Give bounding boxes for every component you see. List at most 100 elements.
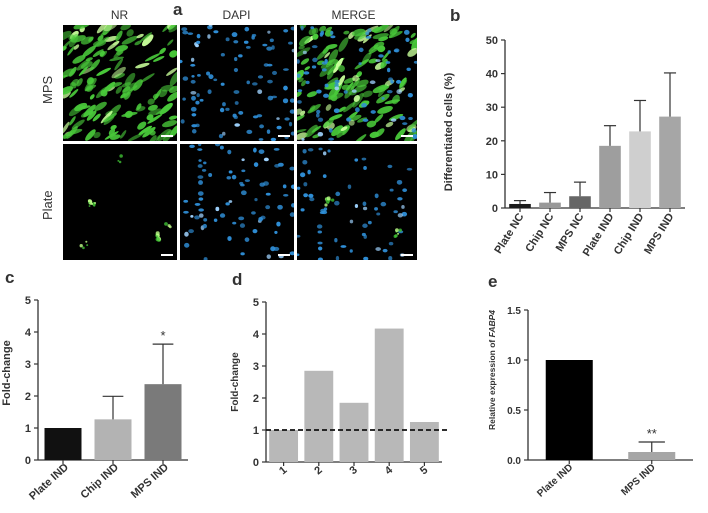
lipid-stain	[92, 204, 96, 207]
chart-e-ylabel-gene: FABP4	[487, 310, 497, 338]
nucleus-dot	[406, 67, 411, 72]
nucleus-dot	[319, 32, 323, 37]
lipid-stain	[63, 74, 68, 80]
lipid-stain	[63, 133, 69, 139]
lipid-stain	[135, 62, 150, 69]
chart-e-ylabel: Relative expression of FABP4	[487, 310, 497, 430]
nucleus-dot	[241, 158, 245, 162]
lipid-stain	[409, 39, 417, 45]
nucleus-dot	[362, 118, 369, 122]
nucleus-dot	[196, 93, 200, 98]
nucleus-dot	[208, 74, 214, 80]
panel-d-letter: d	[232, 270, 243, 289]
lipid-stain	[322, 118, 334, 128]
nucleus-dot	[401, 205, 405, 209]
nucleus-dot	[203, 161, 207, 165]
nucleus-dot	[397, 197, 403, 201]
chart-b-bar	[569, 196, 591, 208]
lipid-stain	[96, 25, 109, 34]
chart-e: Relative expression of FABP4 0.0 0.5 1.0 1.…	[487, 306, 693, 500]
nucleus-dot	[354, 158, 359, 162]
lipid-stain	[112, 40, 120, 46]
chart-d-x-tick-label: 3	[348, 464, 360, 477]
nucleus-dot	[198, 159, 202, 162]
lipid-stain	[311, 125, 322, 133]
nucleus-dot	[321, 68, 327, 72]
nucleus-dot	[316, 109, 321, 114]
nucleus-dot	[184, 231, 189, 237]
nucleus-dot	[198, 213, 204, 218]
nucleus-dot	[291, 48, 294, 53]
nucleus-dot	[361, 157, 367, 161]
nucleus-dot	[317, 131, 324, 137]
lipid-stain	[94, 201, 97, 205]
chart-b-x-tick-label: MPS IND	[642, 211, 676, 256]
lipid-stain	[110, 125, 117, 130]
nucleus-dot	[316, 224, 323, 229]
nucleus-dot	[225, 202, 230, 206]
lipid-stain	[70, 35, 86, 43]
nucleus-dot	[274, 164, 280, 168]
nucleus-dot	[289, 166, 294, 171]
nucleus-dot	[257, 75, 264, 79]
chart-d-y-tick-label: 4	[253, 329, 260, 341]
nucleus-dot	[358, 62, 362, 66]
lipid-stain	[397, 232, 400, 235]
nucleus-dot	[197, 148, 203, 151]
nucleus-dot	[234, 101, 239, 105]
nucleus-dot	[199, 98, 204, 102]
nucleus-dot	[288, 41, 293, 45]
lipid-stain	[297, 132, 308, 140]
lipid-stain	[63, 121, 70, 134]
lipid-stain	[297, 91, 302, 98]
nucleus-dot	[375, 247, 381, 251]
nucleus-dot	[231, 32, 238, 38]
lipid-stain	[92, 49, 104, 58]
nucleus-dot	[244, 179, 250, 183]
nucleus-dot	[251, 33, 257, 37]
lipid-stain	[326, 196, 331, 201]
nucleus-dot	[254, 197, 258, 202]
lipid-stain	[331, 125, 344, 137]
lipid-stain	[63, 30, 72, 42]
lipid-stain	[338, 106, 346, 113]
nucleus-dot	[374, 193, 379, 199]
nucleus-dot	[407, 93, 413, 98]
lipid-stain	[67, 45, 75, 56]
nucleus-dot	[276, 221, 281, 227]
lipid-stain	[298, 35, 311, 46]
lipid-stain	[113, 49, 124, 59]
nucleus-dot	[190, 63, 196, 67]
nucleus-dot	[258, 138, 264, 141]
chart-c-y-tick-label: 0	[25, 455, 31, 467]
nucleus-dot	[335, 191, 341, 197]
lipid-stain	[354, 31, 368, 40]
lipid-stain	[142, 126, 156, 138]
lipid-stain	[340, 126, 348, 132]
nucleus-dot	[303, 193, 308, 198]
chart-d-bar	[269, 430, 299, 462]
nucleus-dot	[317, 117, 324, 122]
column-header-nr: NR	[110, 8, 129, 22]
nucleus-dot	[276, 125, 282, 130]
nucleus-dot	[262, 43, 268, 47]
lipid-stain	[140, 73, 155, 83]
nucleus-dot	[307, 169, 311, 175]
chart-d-y-tick-label: 2	[253, 393, 259, 405]
lipid-stain	[122, 82, 137, 93]
nucleus-dot	[362, 206, 368, 211]
lipid-stain	[353, 84, 367, 93]
lipid-stain	[398, 228, 402, 232]
nucleus-dot	[317, 246, 323, 251]
nucleus-dot	[303, 71, 310, 75]
nucleus-dot	[225, 37, 230, 42]
lipid-stain	[297, 128, 307, 133]
nucleus-dot	[190, 215, 194, 218]
chart-c-bar	[144, 384, 182, 460]
scale-bar	[401, 135, 413, 137]
lipid-stain	[115, 86, 123, 94]
nucleus-dot	[263, 63, 269, 67]
nucleus-dot	[323, 93, 329, 98]
nucleus-dot	[190, 106, 197, 112]
lipid-stain	[327, 65, 337, 76]
